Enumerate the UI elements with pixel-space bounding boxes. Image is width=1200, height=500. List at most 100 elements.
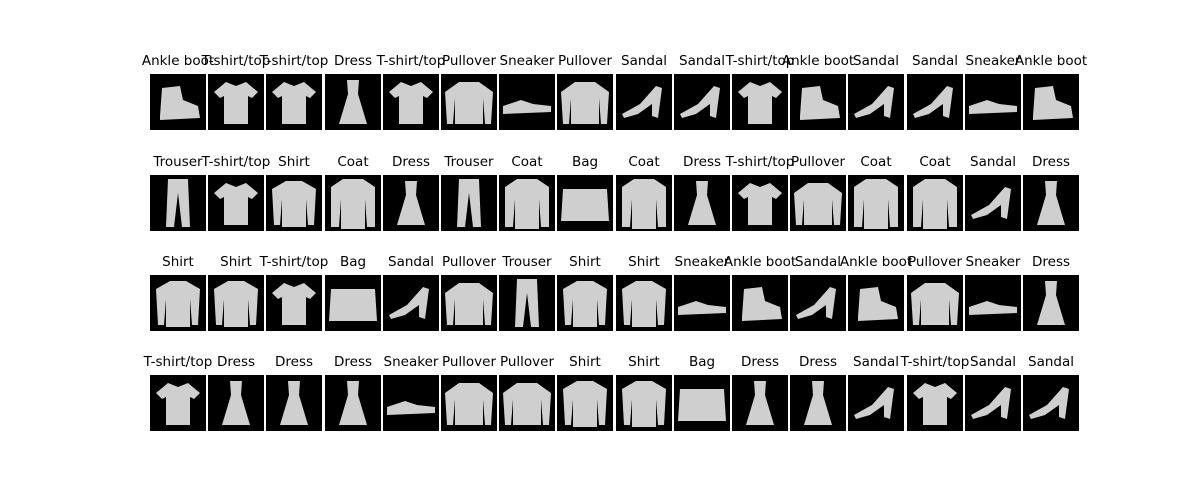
garment-image [742, 287, 782, 321]
garment-image [445, 82, 493, 124]
class-label: Pullover [441, 53, 497, 69]
class-label: Shirt [220, 254, 252, 270]
class-label: Sandal [1028, 354, 1074, 370]
image-tile [616, 74, 672, 130]
garment-image [971, 187, 1011, 219]
class-label: T-shirt/top [725, 154, 795, 170]
garment-image [503, 383, 551, 425]
class-label: Dress [1031, 254, 1071, 270]
garment-image [222, 381, 250, 425]
image-tile [674, 74, 730, 130]
class-label: Coat [860, 154, 892, 170]
class-label: Dress [740, 354, 780, 370]
class-label: Dress [682, 154, 722, 170]
garment-image [746, 381, 774, 425]
garment-image [794, 183, 842, 225]
class-label: Shirt [278, 154, 310, 170]
garment-image [561, 82, 609, 124]
garment-image [280, 381, 308, 425]
garment-image [622, 179, 666, 229]
class-label: Sandal [853, 354, 899, 370]
image-tile [848, 375, 904, 431]
class-label: Ankle boot [839, 254, 913, 270]
garment-image [738, 82, 782, 124]
garment-image [563, 281, 607, 327]
image-tile [965, 74, 1021, 130]
class-label: Sandal [795, 254, 841, 270]
class-label: Sneaker [965, 254, 1021, 270]
image-tile [557, 375, 613, 431]
class-label: Shirt [628, 254, 660, 270]
image-tile [441, 275, 497, 331]
class-label: Pullover [441, 354, 497, 370]
garment-image [166, 179, 190, 227]
image-tile [499, 74, 555, 130]
garment-image [339, 80, 367, 124]
garment-image [911, 283, 959, 325]
garment-image [969, 301, 1017, 315]
image-tile [790, 74, 846, 130]
garment-image [796, 287, 836, 319]
class-label: T-shirt/top [725, 53, 795, 69]
class-label: T-shirt/top [376, 53, 446, 69]
image-tile [616, 375, 672, 431]
image-tile [1023, 275, 1079, 331]
image-tile [208, 74, 264, 130]
image-tile [441, 175, 497, 231]
image-tile [965, 275, 1021, 331]
garment-image [678, 389, 726, 421]
image-tile [208, 375, 264, 431]
garment-image [214, 281, 258, 327]
image-tile [266, 275, 322, 331]
garment-image [738, 183, 782, 225]
class-label: Dress [333, 53, 373, 69]
class-label: Ankle boot [1014, 53, 1088, 69]
class-label: Sneaker [383, 354, 439, 370]
garment-image [1037, 281, 1065, 325]
image-tile [383, 375, 439, 431]
image-tile [499, 275, 555, 331]
garment-image [622, 381, 666, 427]
garment-image [680, 86, 720, 118]
garment-image [854, 179, 898, 229]
garment-image [678, 301, 726, 315]
image-tile [325, 375, 381, 431]
class-label: Sandal [388, 254, 434, 270]
image-tile [383, 74, 439, 130]
class-label: T-shirt/top [259, 53, 329, 69]
image-tile [907, 74, 963, 130]
image-tile [441, 74, 497, 130]
image-tile [557, 175, 613, 231]
image-tile [325, 74, 381, 130]
image-tile [674, 275, 730, 331]
garment-image [272, 181, 316, 227]
image-tile [383, 275, 439, 331]
garment-image [160, 86, 200, 120]
class-label: Pullover [557, 53, 613, 69]
garment-image [969, 100, 1017, 114]
class-label: Pullover [499, 354, 555, 370]
class-label: Sandal [853, 53, 899, 69]
image-tile [557, 74, 613, 130]
image-tile [150, 275, 206, 331]
image-tile [674, 175, 730, 231]
image-tile [616, 275, 672, 331]
garment-image [331, 179, 375, 229]
garment-image [1029, 387, 1069, 419]
garment-image [503, 100, 551, 114]
garment-image [329, 289, 377, 321]
class-label: Sandal [679, 53, 725, 69]
image-tile [266, 375, 322, 431]
image-tile [208, 175, 264, 231]
image-tile [732, 375, 788, 431]
garment-image [272, 283, 316, 325]
image-tile [557, 275, 613, 331]
garment-image [913, 179, 957, 229]
garment-image [800, 86, 840, 120]
image-tile [790, 375, 846, 431]
class-label: Shirt [569, 254, 601, 270]
image-tile [325, 275, 381, 331]
garment-image [854, 387, 894, 419]
image-tile [848, 275, 904, 331]
